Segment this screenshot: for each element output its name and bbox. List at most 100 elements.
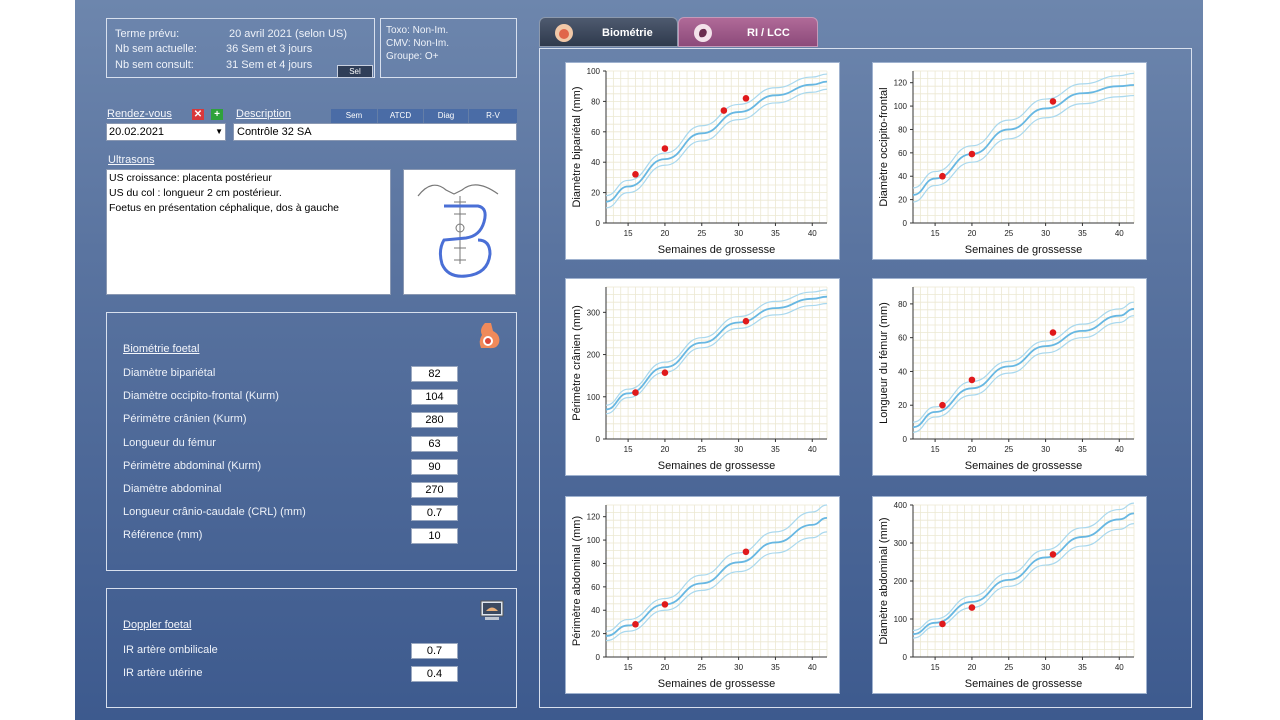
series-line-lower <box>605 302 828 415</box>
delete-rdv-button[interactable]: ✕ <box>192 109 204 120</box>
x-tick-label: 40 <box>808 663 817 672</box>
series-line-upper <box>605 73 828 197</box>
y-tick-label: 80 <box>898 125 907 134</box>
measure-value-input[interactable]: 0.7 <box>411 505 458 522</box>
sem-button[interactable]: Sem <box>331 109 377 123</box>
measure-value-input[interactable]: 63 <box>411 435 458 452</box>
tab-ri-lcc[interactable]: RI / LCC <box>678 17 818 47</box>
y-tick-label: 0 <box>903 435 908 444</box>
measure-value-input[interactable]: 270 <box>411 482 458 498</box>
y-axis-label: Périmètre abdominal (mm) <box>571 516 583 646</box>
x-axis-label: Semaines de grossesse <box>965 244 1082 256</box>
y-tick-label: 0 <box>903 219 908 228</box>
y-tick-label: 20 <box>591 189 600 198</box>
y-tick-label: 80 <box>898 300 907 309</box>
growth-chart: 15 20 25 30 35 40 0 20 40 60 80 100 Semaines de gros… <box>565 62 840 260</box>
measure-value-input[interactable]: 0.7 <box>411 643 458 659</box>
y-tick-label: 400 <box>894 501 908 510</box>
measure-value-input[interactable]: 280 <box>411 412 458 429</box>
measure-value-input[interactable]: 10 <box>411 528 458 545</box>
y-tick-label: 0 <box>596 435 601 444</box>
y-tick-label: 60 <box>898 149 907 158</box>
rdv-date-select[interactable]: 20.02.2021 ▼ <box>106 123 226 141</box>
y-tick-label: 40 <box>898 172 907 181</box>
measure-value-input[interactable]: 104 <box>411 389 458 406</box>
series-line-upper <box>605 289 828 406</box>
y-tick-label: 20 <box>898 401 907 410</box>
description-input[interactable]: Contrôle 32 SA <box>233 123 517 141</box>
ultrasons-textarea[interactable]: US croissance: placenta postérieur US du… <box>106 169 391 295</box>
app-window: Terme prévu: 20 avril 2021 (selon US) Nb… <box>75 0 1203 720</box>
x-tick-label: 15 <box>931 663 940 672</box>
diag-button[interactable]: Diag <box>424 109 468 123</box>
x-tick-label: 25 <box>697 229 706 238</box>
data-point <box>661 601 669 608</box>
series-line-lower <box>605 531 828 642</box>
y-tick-label: 300 <box>587 308 601 317</box>
measure-value-input[interactable]: 82 <box>411 366 458 382</box>
series-line-lower <box>912 523 1135 639</box>
y-tick-label: 40 <box>591 158 600 167</box>
fetus-sketch[interactable] <box>403 169 516 295</box>
y-tick-label: 100 <box>894 615 908 624</box>
x-tick-label: 35 <box>771 229 780 238</box>
rv-button[interactable]: R-V <box>469 109 517 123</box>
x-axis-label: Semaines de grossesse <box>658 460 775 472</box>
x-tick-label: 30 <box>1041 229 1050 238</box>
x-tick-label: 35 <box>1078 229 1087 238</box>
measure-label: Diamètre bipariétal <box>123 367 216 379</box>
rdv-date-value: 20.02.2021 <box>109 126 165 138</box>
data-point <box>632 620 639 628</box>
x-tick-label: 15 <box>624 445 633 454</box>
data-point <box>661 145 669 152</box>
y-tick-label: 200 <box>894 577 908 586</box>
y-tick-label: 40 <box>591 606 600 615</box>
series-line-upper <box>605 504 828 632</box>
x-axis-label: Semaines de grossesse <box>658 678 775 690</box>
y-tick-label: 120 <box>894 79 908 88</box>
x-tick-label: 30 <box>734 445 743 454</box>
x-tick-label: 20 <box>967 445 976 454</box>
data-point <box>720 107 728 114</box>
toxo-status: Toxo: Non-Im. <box>386 25 449 36</box>
y-tick-label: 20 <box>898 196 907 205</box>
measure-label: Diamètre abdominal <box>123 483 222 495</box>
sel-button[interactable]: Sel <box>337 65 373 78</box>
y-tick-label: 0 <box>596 219 601 228</box>
serology-panel: Toxo: Non-Im. CMV: Non-Im. Groupe: O+ <box>380 18 517 78</box>
y-tick-label: 0 <box>596 653 601 662</box>
rendez-vous-label: Rendez-vous <box>107 108 172 120</box>
biometrie-panel: Biométrie foetal Diamètre bipariétal 82 Di… <box>106 312 517 571</box>
measure-value-input[interactable]: 0.4 <box>411 666 458 682</box>
x-tick-label: 40 <box>1115 445 1124 454</box>
ultrasons-line: US croissance: placenta postérieur <box>109 172 272 184</box>
x-tick-label: 20 <box>660 229 669 238</box>
y-tick-label: 60 <box>591 583 600 592</box>
x-tick-label: 40 <box>1115 229 1124 238</box>
growth-chart: 15 20 25 30 35 40 0 20 40 60 80 100 120 Semaines de g… <box>565 496 840 694</box>
y-axis-label: Longueur du fémur (mm) <box>878 302 890 424</box>
pregnancy-info-panel: Terme prévu: 20 avril 2021 (selon US) Nb… <box>106 18 375 78</box>
chevron-down-icon[interactable]: ▼ <box>215 127 223 136</box>
growth-chart: 15 20 25 30 35 40 0 20 40 60 80 Semaines de grosses… <box>872 278 1147 476</box>
measure-label: Périmètre abdominal (Kurm) <box>123 459 262 472</box>
measure-value-input[interactable]: 90 <box>411 458 458 475</box>
measure-label: Diamètre occipito-frontal (Kurm) <box>123 390 279 403</box>
atcd-button[interactable]: ATCD <box>378 109 423 123</box>
x-tick-label: 40 <box>808 445 817 454</box>
sem-actuelle-label: Nb sem actuelle: <box>115 43 197 55</box>
chart-svg: 15 20 25 30 35 40 0 20 40 60 80 100 120 Semaines de g… <box>878 70 1135 256</box>
x-tick-label: 40 <box>808 229 817 238</box>
fetus-icon <box>693 23 713 46</box>
terme-label: Terme prévu: <box>115 28 180 40</box>
series-line-median <box>605 516 828 637</box>
x-tick-label: 20 <box>967 663 976 672</box>
ultrasound-monitor-icon <box>479 599 505 623</box>
tab-biometrie[interactable]: Biométrie <box>539 17 678 47</box>
x-tick-label: 25 <box>1004 229 1013 238</box>
y-axis-label: Diamètre abdominal (mm) <box>878 517 890 644</box>
tab-ri-lcc-label: RI / LCC <box>747 27 790 39</box>
measure-label: Longueur du fémur <box>123 436 216 449</box>
tab-biometrie-label: Biométrie <box>602 27 653 39</box>
add-rdv-button[interactable]: + <box>211 109 223 120</box>
